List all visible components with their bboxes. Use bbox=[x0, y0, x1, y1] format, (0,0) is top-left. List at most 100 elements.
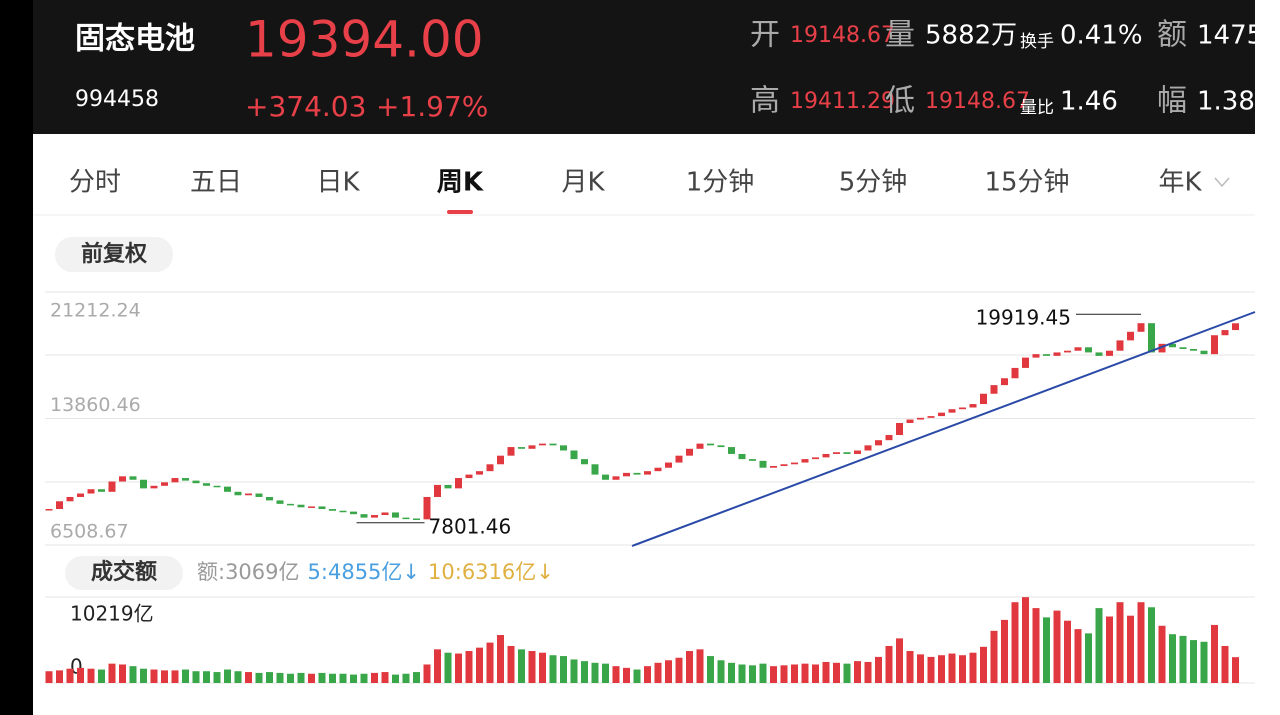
tab[interactable]: 15分钟 bbox=[984, 168, 1069, 198]
volume-bar bbox=[812, 664, 819, 683]
volume-button[interactable] bbox=[65, 556, 183, 590]
candle bbox=[1127, 331, 1134, 341]
stat-value: 19411.29 bbox=[790, 89, 895, 114]
volume-bar bbox=[591, 662, 599, 683]
volume-bar bbox=[182, 669, 189, 683]
candle bbox=[339, 510, 347, 513]
tab[interactable]: 月K bbox=[561, 168, 605, 198]
tab[interactable]: 周K bbox=[437, 168, 484, 198]
volume-bar bbox=[1085, 633, 1092, 683]
volume-bar bbox=[150, 669, 158, 683]
volume-bar bbox=[549, 655, 557, 683]
volume-bar bbox=[381, 672, 389, 683]
annotation: 19919.45 bbox=[976, 306, 1071, 330]
volume-bar bbox=[192, 671, 200, 683]
candle bbox=[287, 503, 294, 506]
volume-bar bbox=[371, 672, 378, 683]
volume-bar bbox=[1116, 602, 1124, 683]
volume-bar bbox=[885, 645, 893, 683]
tab[interactable]: 日K bbox=[316, 168, 360, 198]
candle bbox=[276, 500, 284, 504]
candle bbox=[66, 496, 74, 502]
trendline bbox=[631, 311, 1256, 547]
candle bbox=[255, 493, 263, 497]
candle bbox=[1137, 323, 1145, 332]
volume-bar bbox=[759, 663, 767, 683]
volume-bar bbox=[1001, 619, 1008, 683]
tab[interactable]: 5分钟 bbox=[839, 168, 908, 198]
volume-bar bbox=[171, 670, 179, 683]
tab[interactable]: 年K bbox=[1158, 168, 1202, 198]
candle bbox=[371, 515, 378, 518]
candle bbox=[539, 443, 546, 446]
volume-bar bbox=[1211, 624, 1218, 683]
candle bbox=[171, 478, 179, 483]
volume-bar bbox=[308, 673, 315, 683]
volume-bar bbox=[938, 655, 945, 683]
volume-bar bbox=[822, 661, 830, 683]
volume-bar bbox=[728, 662, 735, 683]
volume-bar bbox=[738, 664, 746, 683]
candle bbox=[1053, 352, 1061, 356]
candle bbox=[759, 460, 767, 468]
tab[interactable]: 分时 bbox=[69, 168, 121, 198]
header-bg bbox=[33, 0, 1255, 134]
volume-bar bbox=[717, 660, 725, 683]
candle bbox=[1158, 343, 1166, 353]
volume-bar bbox=[507, 645, 515, 683]
stat-label: 低 bbox=[885, 84, 915, 119]
tab[interactable]: 五日 bbox=[190, 168, 242, 198]
volume-bar bbox=[1074, 629, 1082, 683]
volume-bar bbox=[402, 673, 410, 683]
candle bbox=[1116, 340, 1124, 351]
candle bbox=[707, 443, 714, 446]
volume-bar bbox=[455, 653, 462, 683]
volume-bar bbox=[654, 662, 662, 683]
tab-underline bbox=[447, 210, 473, 214]
candle bbox=[1064, 350, 1071, 353]
stat-value: 19148.67 bbox=[790, 23, 895, 48]
candle bbox=[665, 462, 672, 468]
candle bbox=[329, 509, 336, 511]
candle bbox=[507, 447, 515, 456]
volume-bar bbox=[465, 651, 473, 683]
volume-bar bbox=[161, 670, 168, 683]
candle bbox=[444, 484, 452, 489]
volume-bar bbox=[1064, 620, 1071, 683]
candle bbox=[948, 409, 956, 413]
y-tick-label: 13860.46 bbox=[50, 394, 141, 416]
volume-bar bbox=[1106, 616, 1113, 683]
candle bbox=[738, 453, 746, 460]
candle bbox=[1169, 343, 1176, 348]
volume-bar bbox=[45, 671, 53, 683]
volume-bar bbox=[749, 665, 756, 683]
volume-bar bbox=[948, 653, 956, 683]
volume-bar bbox=[276, 672, 284, 683]
tab[interactable]: 1分钟 bbox=[686, 168, 755, 198]
candle bbox=[350, 511, 357, 515]
header: 固态电池 994458 19394.00 +374.03 +1.97% 开 191… bbox=[33, 0, 1255, 134]
volume-bar bbox=[255, 672, 263, 683]
candle bbox=[969, 404, 977, 408]
volume-bar bbox=[633, 669, 641, 683]
candle bbox=[1022, 357, 1029, 368]
change: +374.03 bbox=[245, 90, 366, 123]
volume-bar bbox=[770, 666, 777, 683]
candle bbox=[119, 476, 126, 482]
candle bbox=[182, 478, 189, 481]
candle bbox=[927, 416, 935, 418]
candle bbox=[864, 445, 872, 451]
candle bbox=[1011, 367, 1019, 379]
candle bbox=[812, 457, 819, 460]
adjust-button[interactable] bbox=[55, 237, 173, 272]
candle bbox=[990, 385, 998, 394]
candle bbox=[1032, 354, 1040, 358]
body-bg bbox=[33, 134, 1255, 715]
legend-entry: 额:3069亿 bbox=[197, 560, 300, 584]
candle bbox=[266, 496, 273, 501]
candle bbox=[434, 484, 441, 497]
volume-bar bbox=[77, 667, 84, 683]
stock-name: 固态电池 bbox=[75, 22, 195, 57]
volume-bar bbox=[119, 664, 126, 683]
volume-bar bbox=[686, 651, 693, 683]
